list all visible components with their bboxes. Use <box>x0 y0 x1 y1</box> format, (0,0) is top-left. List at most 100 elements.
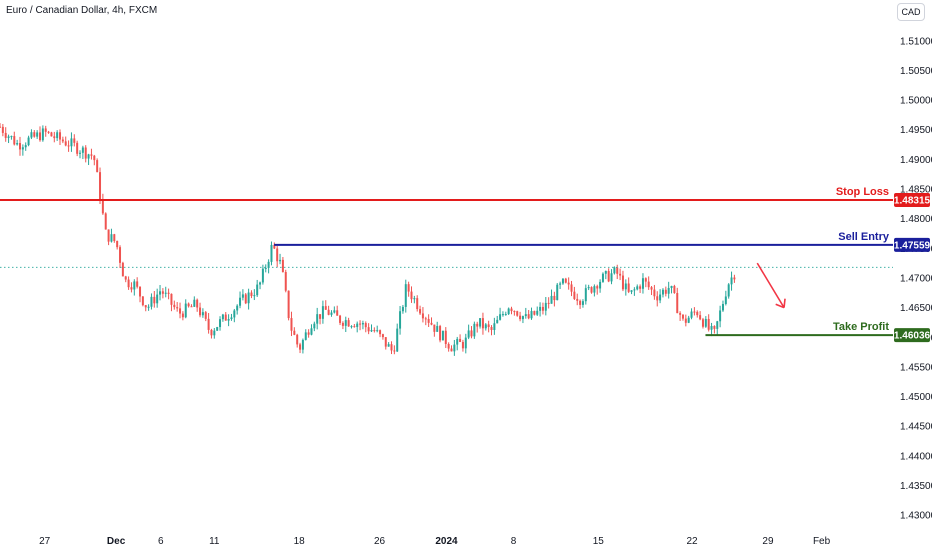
candle <box>410 286 413 303</box>
candle <box>304 329 307 341</box>
candle <box>544 296 547 316</box>
candle <box>359 320 362 331</box>
candle <box>327 305 330 316</box>
price-tick-label: 1.44000 <box>900 451 932 462</box>
candle <box>599 279 602 293</box>
candle <box>424 316 427 326</box>
candle <box>721 300 724 312</box>
level-name: Take Profit <box>833 321 889 333</box>
candle <box>244 293 247 305</box>
candle <box>459 334 462 343</box>
candle <box>150 293 153 310</box>
candle <box>533 310 536 316</box>
candle <box>676 287 679 314</box>
candle <box>564 277 567 284</box>
candle <box>84 145 87 163</box>
candle <box>124 275 127 283</box>
candle <box>384 337 387 350</box>
candle <box>679 311 682 321</box>
candle <box>70 132 73 152</box>
candle <box>553 291 556 307</box>
candle <box>236 304 239 315</box>
candle <box>624 279 627 296</box>
down-arrow-icon <box>756 262 786 309</box>
candle <box>167 288 170 300</box>
price-tag: 1.48315 <box>894 192 931 207</box>
price-tick-label: 1.43000 <box>900 511 932 522</box>
chart-title: Euro / Canadian Dollar, 4h, FXCM <box>6 5 158 16</box>
candle <box>393 345 396 355</box>
candle <box>659 289 662 304</box>
candle <box>44 125 47 137</box>
candle <box>79 150 82 159</box>
candle <box>621 270 624 292</box>
candle <box>250 290 253 299</box>
candle <box>216 326 219 332</box>
candle <box>684 314 687 327</box>
candle <box>367 323 370 335</box>
currency-badge[interactable]: CAD <box>897 3 925 21</box>
candle <box>361 320 364 330</box>
candle <box>664 286 667 297</box>
candle <box>21 144 24 156</box>
candle <box>496 315 499 324</box>
candle <box>693 307 696 316</box>
candle <box>527 310 530 320</box>
candle <box>730 271 733 291</box>
candle <box>584 284 587 305</box>
candle <box>516 310 519 317</box>
price-tag: 1.47559 <box>894 237 931 252</box>
candle <box>579 299 582 309</box>
candle <box>467 324 470 340</box>
candle <box>524 307 527 319</box>
candle <box>24 142 27 151</box>
candle <box>190 304 193 308</box>
candle <box>493 317 496 335</box>
candle <box>370 324 373 333</box>
candle <box>144 304 147 312</box>
candle <box>487 320 490 333</box>
candle <box>604 270 607 280</box>
candle <box>547 297 550 309</box>
candle <box>696 310 699 318</box>
price-tick-label: 1.45000 <box>900 392 932 403</box>
candle <box>113 233 116 243</box>
candle <box>284 269 287 293</box>
candle <box>90 148 93 160</box>
candle <box>541 302 544 315</box>
candle <box>570 280 573 297</box>
candle <box>96 158 99 173</box>
candle <box>261 264 264 285</box>
candle <box>481 312 484 335</box>
price-axis: 1.51000 1.50500 1.50000 1.49500 1.49000 1.485… <box>900 36 932 521</box>
candle <box>707 314 710 332</box>
candle <box>99 167 102 205</box>
candle <box>81 145 84 160</box>
candle <box>16 139 19 146</box>
candle <box>470 326 473 339</box>
candle <box>293 327 296 336</box>
candle <box>256 279 259 297</box>
candle <box>339 314 342 326</box>
candle <box>253 289 256 301</box>
candle <box>581 299 584 308</box>
candle <box>641 273 644 294</box>
price-tick-label: 1.45500 <box>900 362 932 373</box>
price-levels: Stop Loss Sell Entry Take Profit <box>0 186 893 337</box>
candle <box>110 228 113 243</box>
candle <box>136 277 139 289</box>
time-tick-label: Dec <box>107 536 126 547</box>
candle <box>407 281 410 297</box>
candle <box>539 302 542 317</box>
candle <box>13 131 16 146</box>
candle <box>290 311 293 337</box>
candle <box>199 302 202 318</box>
candle <box>230 313 233 321</box>
candle <box>30 129 33 140</box>
candle <box>116 240 119 250</box>
candle <box>479 318 482 329</box>
candle <box>673 284 676 294</box>
candle <box>399 306 402 335</box>
candle <box>461 339 464 352</box>
